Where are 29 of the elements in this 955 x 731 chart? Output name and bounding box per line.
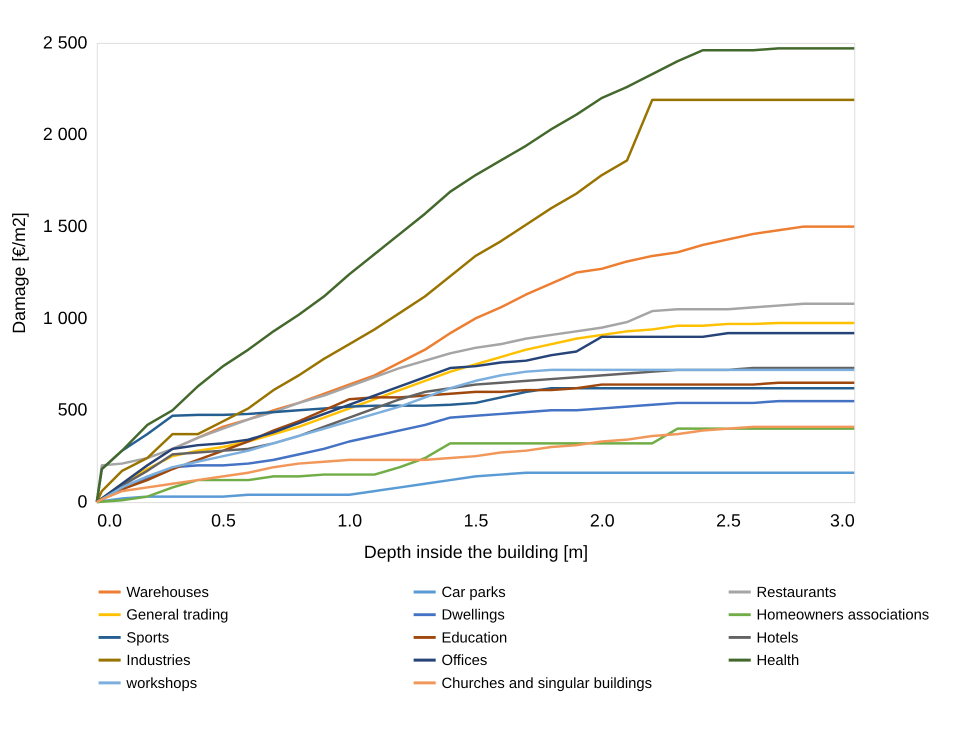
legend-label: Industries	[126, 653, 191, 670]
y-tick-label: 0	[78, 492, 88, 512]
x-axis-title: Depth inside the building [m]	[364, 542, 588, 562]
legend-label: Warehouses	[126, 584, 209, 601]
y-tick-label: 2 000	[42, 124, 88, 144]
y-tick-label: 1 500	[42, 216, 88, 236]
x-tick-label: 1.5	[464, 510, 488, 530]
legend-label: Homeowners associations	[756, 608, 930, 624]
legend-label: Churches and singular buildings	[441, 676, 652, 692]
x-tick-label: 0.5	[211, 510, 236, 530]
legend-label: General trading	[126, 608, 228, 624]
legend-label: Dwellings	[441, 608, 505, 624]
x-tick-label: 2.0	[590, 510, 615, 530]
legend-label: workshops	[125, 676, 198, 692]
y-axis-title: Damage [€/m2]	[9, 212, 30, 334]
y-tick-label: 2 500	[42, 32, 88, 52]
legend-label: Sports	[126, 630, 170, 646]
x-tick-label: 2.5	[716, 510, 741, 530]
legend-label: Car parks	[441, 584, 506, 601]
legend-label: Restaurants	[756, 584, 836, 601]
legend-label: Offices	[441, 653, 488, 670]
legend-label: Health	[756, 653, 800, 670]
legend-label: Hotels	[756, 630, 798, 646]
x-tick-label: 1.0	[337, 510, 362, 530]
legend-label: Education	[441, 630, 508, 646]
x-tick-label: 0.0	[97, 510, 122, 530]
y-tick-label: 500	[58, 400, 88, 420]
x-tick-label: 3.0	[830, 510, 855, 530]
y-tick-label: 1 000	[42, 308, 88, 328]
